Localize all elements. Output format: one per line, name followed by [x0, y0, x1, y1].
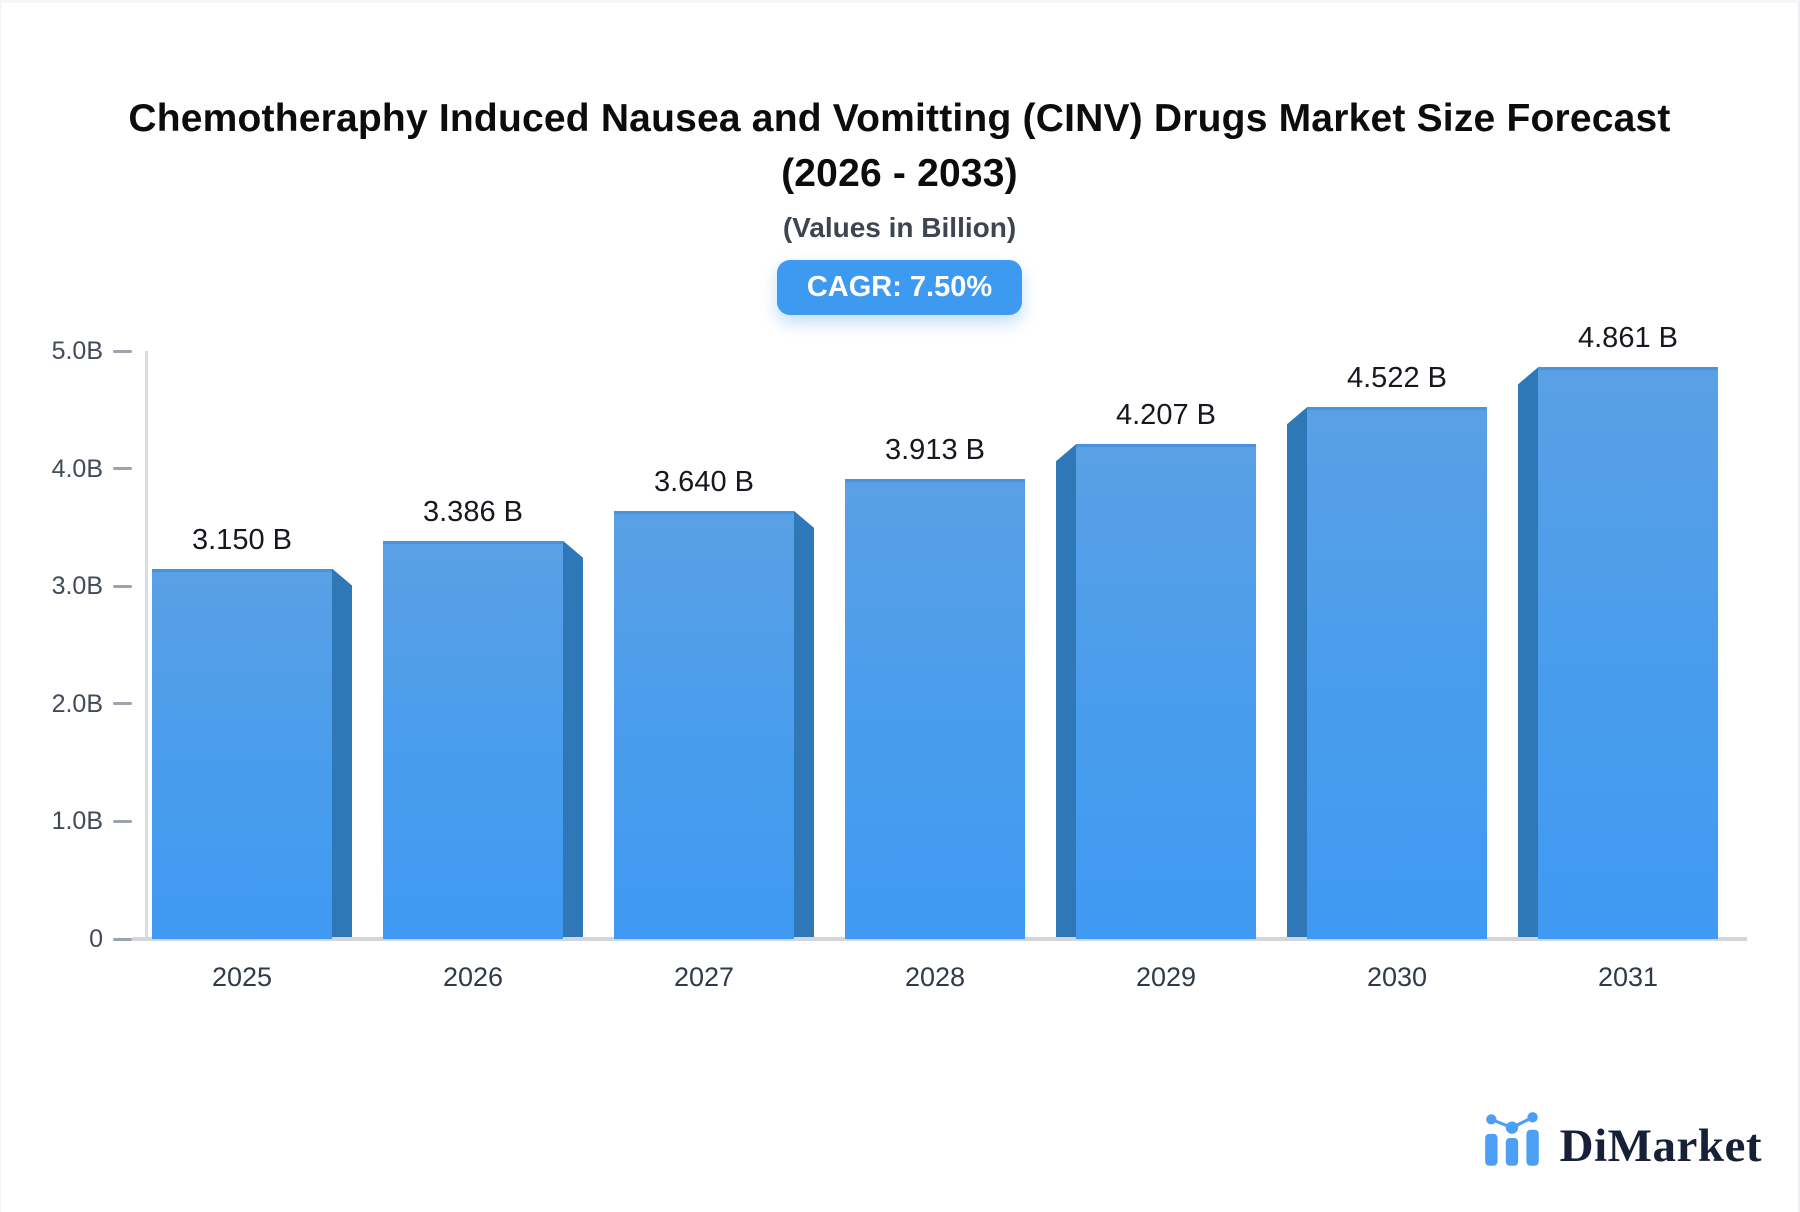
plot-area: 5.0B 4.0B 3.0B 2.0B 1.0B 0 3.150 B 2025 3.386 B 2…	[1, 3, 1798, 1212]
bar-value-label: 4.522 B	[1347, 362, 1447, 395]
bar-3d-edge	[563, 540, 583, 937]
x-axis-category-label: 2030	[1366, 962, 1428, 992]
bar-value-label: 3.913 B	[885, 433, 985, 466]
bar-line-chart-icon	[1484, 1112, 1539, 1166]
bar-2031	[1538, 367, 1718, 939]
bar-value-label: 3.150 B	[192, 523, 292, 556]
bar-3d-edge	[1518, 367, 1538, 937]
chart-header: Chemotheraphy Induced Nausea and Vomitti…	[1, 91, 1798, 315]
bar-3d-edge	[794, 510, 814, 937]
x-axis-category-label: 2026	[442, 962, 504, 992]
bar-value-label: 3.386 B	[423, 495, 523, 528]
bar-3d-edge	[332, 568, 352, 937]
y-axis-tick-mark	[113, 467, 132, 471]
y-axis-tick-mark	[113, 349, 132, 353]
cagr-badge: CAGR: 7.50%	[776, 259, 1023, 315]
x-axis-category-label: 2031	[1597, 962, 1659, 992]
y-axis-tick-label: 0	[89, 925, 103, 953]
y-axis-tick-label: 4.0B	[51, 454, 103, 483]
chart-title-line2: (2026 - 2033)	[781, 152, 1018, 196]
dimarket-logo: DiMarket	[1480, 1110, 1762, 1170]
bar-2027	[614, 510, 794, 939]
y-axis-tick-mark	[113, 819, 132, 823]
y-axis-tick-label: 3.0B	[51, 572, 103, 601]
bar-2026	[383, 540, 563, 939]
bar-2029	[1076, 444, 1256, 939]
chart-subtitle: (Values in Billion)	[782, 211, 1017, 243]
y-axis-line	[145, 351, 148, 941]
bar-value-label: 3.640 B	[654, 465, 754, 498]
y-axis-tick-label: 1.0B	[51, 807, 103, 836]
x-axis-category-label: 2029	[1135, 962, 1197, 992]
x-axis-category-label: 2025	[211, 962, 273, 992]
logo-wordmark: DiMarket	[1559, 1120, 1762, 1172]
x-axis-baseline	[132, 937, 1747, 941]
bar-value-label: 4.207 B	[1116, 399, 1216, 432]
x-axis-category-label: 2027	[673, 962, 735, 992]
bar-value-label: 4.861 B	[1578, 322, 1678, 355]
bar-2025	[152, 568, 332, 939]
bar-3d-edge	[1056, 444, 1076, 937]
chart-title-line1: Chemotheraphy Induced Nausea and Vomitti…	[128, 97, 1671, 140]
x-axis-category-label: 2028	[904, 962, 966, 992]
bar-2028	[845, 478, 1025, 939]
y-axis-tick-label: 5.0B	[51, 337, 103, 365]
y-axis-tick-mark	[113, 937, 132, 941]
bar-2030	[1307, 407, 1487, 939]
y-axis-tick-label: 2.0B	[51, 689, 103, 718]
bar-3d-edge	[1287, 407, 1307, 937]
y-axis-tick-mark	[113, 584, 132, 588]
y-axis-tick-mark	[113, 702, 132, 706]
